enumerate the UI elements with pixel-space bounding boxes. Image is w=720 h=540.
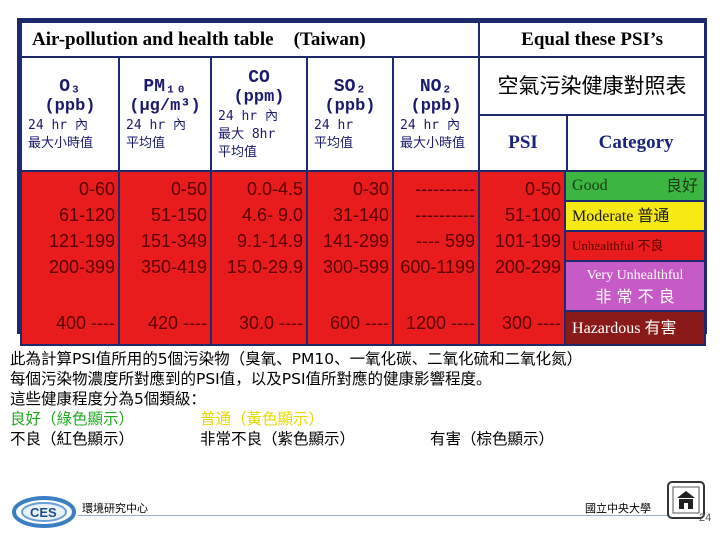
university-seal-icon bbox=[667, 481, 705, 519]
psi-table: Air-pollution and health table (Taiwan) E… bbox=[19, 21, 707, 346]
ces-logo: CES bbox=[12, 496, 76, 528]
description-line-1: 此為計算PSI值所用的5個污染物（臭氧、PM10、一氧化碳、二氧化硫和二氧化氮） bbox=[10, 350, 583, 368]
pollutant-so2-header: SO₂ (ppb) 24 hr 平均值 bbox=[306, 56, 394, 172]
category-unhealthful: Unhealthful 不良 bbox=[567, 230, 704, 260]
o3-values: 0-60 61-120 121-199 200-399 400 ---- bbox=[20, 170, 120, 346]
description: 此為計算PSI值所用的5個污染物（臭氧、PM10、一氧化碳、二氧化硫和二氧化氮）… bbox=[10, 349, 715, 449]
pollutant-no2-header: NO₂ (ppb) 24 hr 內 最大小時值 bbox=[391, 56, 481, 172]
pollutant-co-header: CO (ppm) 24 hr 內 最大 8hr 平均值 bbox=[210, 56, 308, 172]
pollutant-pm10-header: PM₁₀ (μg/m³) 24 hr 內 平均值 bbox=[118, 56, 212, 172]
label-unhealthful: 不良（紅色顯示） bbox=[10, 430, 135, 448]
table-title-region: (Taiwan) bbox=[293, 28, 366, 50]
label-very-unhealthful: 非常不良（紫色顯示） bbox=[200, 430, 356, 448]
equal-psi-header: Equal these PSI’s bbox=[478, 21, 707, 58]
category-very-unhealthful: Very Unhealthful 非 常 不 良 bbox=[567, 260, 704, 310]
pm10-values: 0-50 51-150 151-349 350-419 420 ---- bbox=[118, 170, 212, 346]
so2-values: 0-30 31-140 141-299 300-599 600 ---- bbox=[306, 170, 394, 346]
ces-logo-text: CES bbox=[30, 505, 57, 520]
chinese-title: 空氣污染健康對照表 bbox=[481, 59, 704, 116]
category-moderate: Moderate 普通 bbox=[567, 200, 704, 230]
psi-column-header: PSI bbox=[481, 116, 569, 169]
psi-values: 0-50 51-100 101-199 200-299 300 ---- bbox=[478, 170, 567, 346]
footer-right-text: 國立中央大學 bbox=[585, 502, 651, 515]
psi-table-frame: Air-pollution and health table (Taiwan) E… bbox=[17, 18, 707, 346]
category-column-header: Category bbox=[568, 116, 704, 169]
table-title: Air-pollution and health table (Taiwan) bbox=[19, 21, 481, 58]
co-values: 0.0-4.5 4.6- 9.0 9.1-14.9 15.0-29.9 30.0… bbox=[210, 170, 308, 346]
category-hazardous: Hazardous 有害 bbox=[567, 310, 704, 343]
description-line-5: 不良（紅色顯示） 非常不良（紫色顯示） 有害（棕色顯示） bbox=[10, 429, 715, 449]
pollutant-o3-header: O₃ (ppb) 24 hr 內 最大小時值 bbox=[20, 56, 120, 172]
label-good: 良好（綠色顯示） bbox=[10, 410, 135, 428]
description-line-4: 良好（綠色顯示） 普通（黃色顯示） bbox=[10, 409, 715, 429]
table-title-text: Air-pollution and health table bbox=[32, 28, 274, 50]
label-hazardous: 有害（棕色顯示） bbox=[430, 430, 555, 448]
psi-header-block: 空氣污染健康對照表 PSI Category bbox=[478, 56, 707, 172]
label-moderate: 普通（黃色顯示） bbox=[200, 410, 325, 428]
no2-values: ---------- ---------- ---- 599 600-1199 … bbox=[391, 170, 481, 346]
footer-center-text: 環境研究中心 bbox=[82, 502, 148, 515]
category-column: Good 良好 Moderate 普通 Unhealthful 不良 Very U… bbox=[564, 170, 707, 346]
category-good: Good 良好 bbox=[567, 173, 704, 200]
description-line-2: 每個污染物濃度所對應到的PSI值，以及PSI值所對應的健康影響程度。 bbox=[10, 370, 492, 388]
description-line-3: 這些健康程度分為5個類級： bbox=[10, 390, 206, 408]
page-number: 24 bbox=[699, 512, 712, 524]
footer-divider bbox=[78, 515, 678, 516]
